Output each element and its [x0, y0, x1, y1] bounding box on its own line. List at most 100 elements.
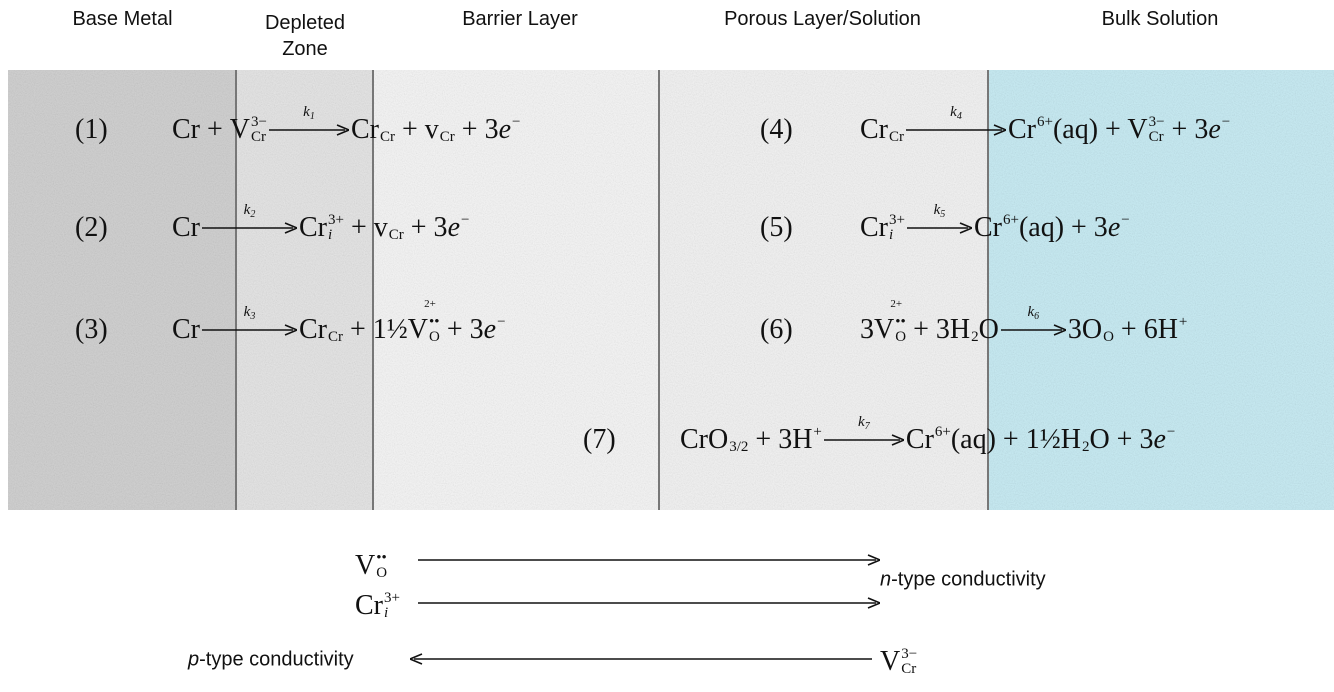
- species-base: + 3H: [906, 314, 971, 345]
- scripts: •• O: [376, 551, 387, 581]
- rate-index: 2: [250, 209, 256, 220]
- species: Cr 6+: [1008, 114, 1053, 146]
- conduction-arrow: [418, 593, 880, 613]
- equation-number: (4): [760, 114, 793, 145]
- spacer: [1179, 330, 1187, 345]
- species-base: (aq) + 3: [1018, 212, 1108, 243]
- species-base: e: [498, 114, 512, 145]
- equation: Cr Cr k4 Cr 6+ (aq) + V 3− Cr + 3 e −: [860, 104, 1230, 146]
- subscript: O: [429, 329, 440, 345]
- superscript: 3+: [384, 590, 400, 606]
- scripts: 2: [1082, 425, 1090, 455]
- species: e −: [1108, 212, 1130, 244]
- species: CrO 3/2: [680, 424, 748, 456]
- arrow-head: [867, 554, 880, 566]
- species-base: + 3: [454, 114, 499, 145]
- species: V 3− Cr: [880, 646, 917, 678]
- scripts: Cr: [380, 115, 395, 145]
- scripts: +: [813, 425, 821, 455]
- rate-index: 6: [1034, 311, 1040, 322]
- subscript: O: [376, 565, 388, 581]
- rate-constant: k6: [1001, 304, 1066, 322]
- species-base: e: [1153, 424, 1166, 455]
- species: e −: [448, 212, 470, 244]
- arrow-graphic: [418, 554, 880, 566]
- superscript: ••: [895, 314, 906, 330]
- subscript: Cr: [251, 129, 267, 145]
- equation-number: (7): [583, 424, 616, 455]
- rate-index: 4: [956, 111, 962, 122]
- superscript: 3+: [328, 212, 344, 228]
- scripts: 6+: [1037, 115, 1053, 145]
- species-base: Cr: [172, 314, 200, 345]
- rate-constant: k2: [202, 202, 297, 220]
- spacer: [1167, 440, 1175, 455]
- scripts: Cr: [389, 213, 404, 243]
- superscript: −: [461, 212, 470, 228]
- species-base: + 3: [439, 314, 484, 345]
- arrow-head: [1053, 324, 1066, 336]
- arrow-graphic: [269, 124, 349, 136]
- scripts: Cr: [889, 115, 904, 145]
- species: Cr Cr: [299, 314, 343, 346]
- subscript: 2: [1081, 439, 1090, 455]
- species-base: + v: [395, 114, 439, 145]
- scripts: +: [1179, 315, 1187, 345]
- spacer: [813, 440, 821, 455]
- equation-number: (5): [760, 212, 793, 243]
- species-base: + 6H: [1113, 314, 1178, 345]
- species: 3V •• O 2+: [860, 298, 906, 346]
- spacer: [461, 228, 469, 243]
- bulk-zone: [988, 70, 1334, 510]
- species: e −: [484, 314, 506, 346]
- superscript: ••: [376, 550, 387, 566]
- base-metal-zone: [8, 70, 236, 510]
- superscript: ••: [429, 314, 440, 330]
- species-base: Cr: [860, 114, 888, 145]
- scripts: −: [1222, 115, 1230, 145]
- arrow-head: [867, 597, 880, 609]
- spacer: [389, 213, 404, 228]
- species-base: O + 3: [1089, 424, 1154, 455]
- subscript: Cr: [328, 329, 343, 345]
- superscript: +: [813, 424, 822, 440]
- spacer: [328, 315, 343, 330]
- porous-zone: [659, 70, 988, 510]
- species-base: 3V: [860, 314, 895, 345]
- species-base: + v: [343, 212, 388, 243]
- rate-symbol: k: [858, 414, 865, 430]
- rate-index: 1: [309, 111, 315, 122]
- spacer: [1082, 425, 1090, 440]
- species-base: Cr: [860, 212, 888, 243]
- scripts: 6+: [935, 425, 951, 455]
- species: e −: [1153, 424, 1175, 456]
- species-base: e: [1107, 212, 1121, 243]
- zone-label: Barrier Layer: [462, 8, 578, 30]
- species: V •• O: [355, 550, 387, 582]
- superscript: 6+: [934, 424, 951, 440]
- species-base: Cr: [1008, 114, 1036, 145]
- scripts: Cr: [328, 315, 343, 345]
- rate-symbol: k: [1027, 304, 1035, 320]
- arrow-head: [336, 124, 349, 136]
- reaction-arrow: k4: [906, 104, 1006, 140]
- zone-label: Base Metal: [72, 8, 173, 30]
- reaction-arrow: k7: [823, 414, 904, 450]
- spacer: [889, 115, 904, 130]
- scripts: −: [512, 115, 520, 145]
- spacer: [971, 315, 979, 330]
- species-base: Cr: [172, 212, 200, 243]
- carrier: V •• O: [355, 550, 387, 582]
- species: Cr Cr: [860, 114, 904, 146]
- species-base: V: [229, 114, 251, 145]
- species-base: CrO: [680, 424, 729, 455]
- species: Cr: [172, 212, 200, 244]
- superscript: 3−: [1148, 114, 1165, 130]
- superscript: 3+: [889, 212, 905, 228]
- species: Cr 3+ i: [355, 590, 400, 622]
- species: Cr 3+ i: [299, 212, 344, 244]
- carrier: Cr 3+ i: [355, 590, 400, 622]
- equation-number: (6): [760, 314, 793, 345]
